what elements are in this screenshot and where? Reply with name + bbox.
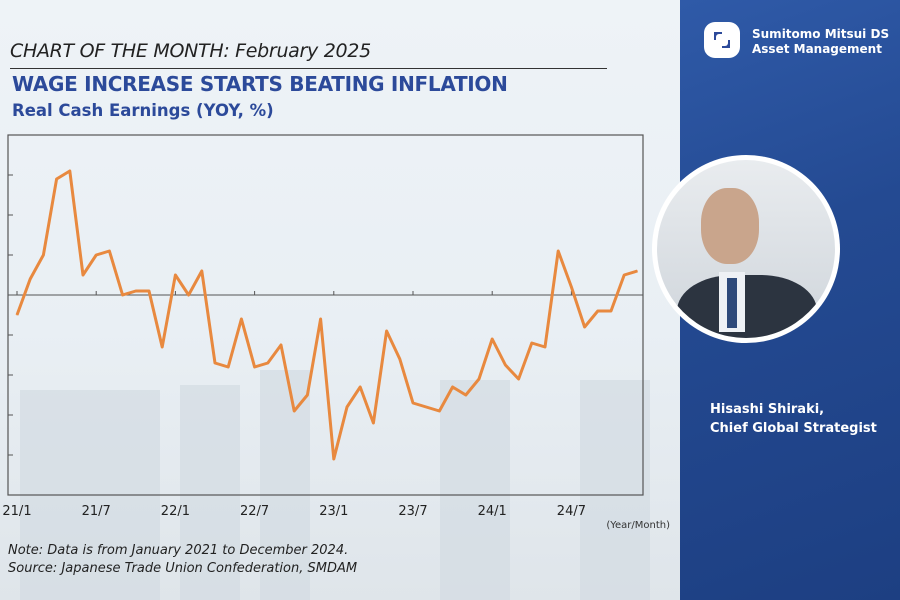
data-point — [597, 310, 599, 312]
company-logo-icon — [704, 22, 740, 58]
line-chart: 21/1 21/7 22/1 22/7 23/1 23/7 24/1 24/7 (Year/Mo… — [2, 134, 670, 531]
data-point — [227, 366, 229, 368]
x-tick-label: 23/1 — [319, 504, 348, 519]
data-point — [201, 270, 203, 272]
data-point — [16, 314, 18, 316]
strategist-photo — [652, 155, 840, 343]
data-point — [280, 344, 282, 346]
data-point — [452, 386, 454, 388]
data-point — [531, 342, 533, 344]
x-tick-label: 22/7 — [240, 504, 269, 519]
data-point — [293, 410, 295, 412]
chart-of-month-heading: CHART OF THE MONTH: February 2025 — [10, 40, 371, 62]
data-point — [82, 274, 84, 276]
data-point — [306, 394, 308, 396]
company-name-line1: Sumitomo Mitsui DS — [752, 27, 890, 41]
data-point — [56, 178, 58, 180]
data-point — [412, 402, 414, 404]
data-point — [214, 362, 216, 364]
strategist-name: Hisashi Shiraki, — [710, 402, 825, 417]
chart-subtitle: Real Cash Earnings (YOY, %) — [12, 101, 274, 120]
data-point — [438, 410, 440, 412]
data-point — [610, 310, 612, 312]
data-point — [29, 278, 31, 280]
data-point — [478, 378, 480, 380]
x-axis-label: (Year/Month) — [606, 520, 670, 531]
x-tick-label: 24/1 — [478, 504, 507, 519]
data-point — [399, 358, 401, 360]
data-point — [188, 294, 190, 296]
strategist-info: Hisashi Shiraki, Chief Global Strategist — [710, 400, 877, 438]
source-note: Source: Japanese Trade Union Confederati… — [8, 561, 358, 576]
data-point — [95, 254, 97, 256]
data-point — [148, 290, 150, 292]
x-tick-label: 21/1 — [2, 504, 31, 519]
x-tick-label: 21/7 — [82, 504, 111, 519]
data-point — [518, 378, 520, 380]
x-tick-label: 22/1 — [161, 504, 190, 519]
data-point — [465, 394, 467, 396]
data-point — [386, 330, 388, 332]
data-point — [570, 286, 572, 288]
data-note: Note: Data is from January 2021 to Decem… — [8, 543, 349, 558]
chart-title: WAGE INCREASE STARTS BEATING INFLATION — [12, 72, 508, 96]
data-point — [135, 290, 137, 292]
strategist-role: Chief Global Strategist — [710, 421, 877, 436]
header-divider — [10, 68, 607, 69]
data-point — [161, 346, 163, 348]
data-point — [267, 362, 269, 364]
company-name-line2: Asset Management — [752, 42, 882, 56]
series-line — [15, 169, 638, 461]
data-point — [504, 364, 506, 366]
data-point — [584, 326, 586, 328]
data-point — [174, 274, 176, 276]
data-point — [320, 318, 322, 320]
data-point — [42, 254, 44, 256]
data-point — [346, 406, 348, 408]
data-point — [372, 422, 374, 424]
data-point — [108, 250, 110, 252]
data-point — [69, 170, 71, 172]
data-point — [240, 318, 242, 320]
data-point — [623, 274, 625, 276]
data-point — [557, 250, 559, 252]
data-point — [333, 458, 335, 460]
company-name: Sumitomo Mitsui DS Asset Management — [752, 27, 889, 57]
x-tick-label: 23/7 — [398, 504, 427, 519]
data-point — [254, 366, 256, 368]
x-tick-label: 24/7 — [557, 504, 586, 519]
data-point — [636, 270, 638, 272]
data-point — [544, 346, 546, 348]
data-point — [491, 338, 493, 340]
plot-frame — [7, 134, 644, 496]
data-point — [122, 294, 124, 296]
data-point — [425, 406, 427, 408]
data-point — [359, 386, 361, 388]
